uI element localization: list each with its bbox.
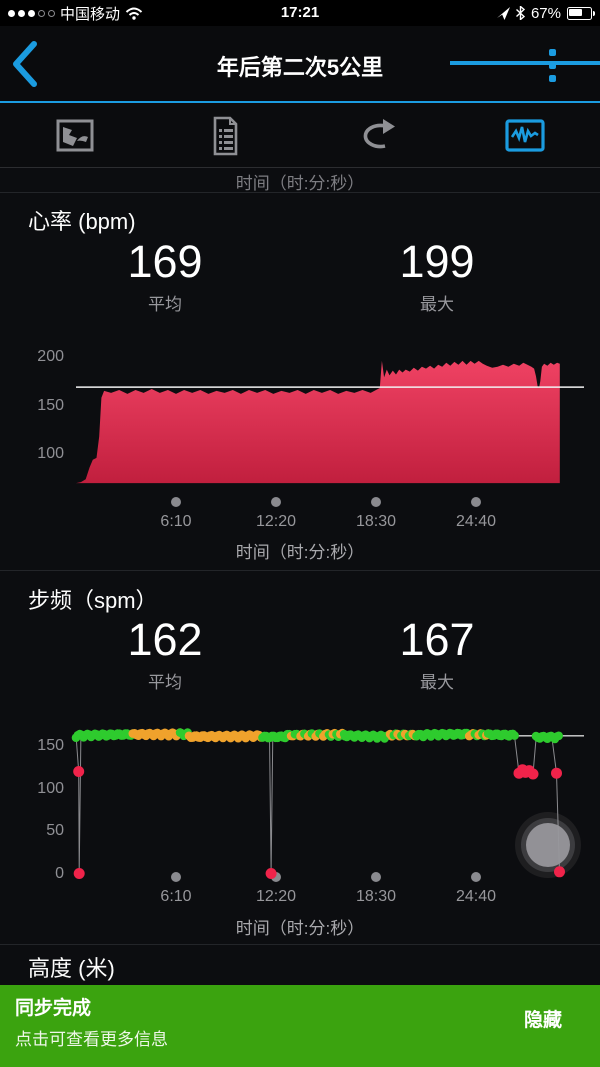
cadence-average-value: 162 [127, 614, 203, 665]
cadence-average-stat: 162 平均 [65, 616, 265, 693]
clock: 17:21 [280, 4, 320, 21]
bluetooth-icon [515, 6, 525, 20]
x-tick-label: 18:30 [355, 513, 397, 530]
y-tick-label: 150 [37, 737, 64, 754]
heart-rate-max-value: 199 [399, 236, 475, 287]
cadence-max-label: 最大 [420, 673, 454, 692]
y-tick-label: 100 [37, 445, 64, 462]
x-tick-dot [471, 872, 481, 882]
y-tick-label: 0 [55, 865, 64, 882]
x-tick-label: 12:20 [255, 888, 297, 905]
location-arrow-icon [496, 6, 510, 20]
floating-shutter-button[interactable] [515, 812, 581, 878]
status-left: 中国移动 [8, 0, 143, 26]
x-tick-label: 18:30 [355, 888, 397, 905]
y-tick-label: 200 [37, 348, 64, 365]
cadence-axis-title: 时间（时:分:秒） [235, 919, 365, 938]
heart-rate-average-label: 平均 [148, 295, 182, 314]
wifi-icon [125, 7, 143, 20]
heart-rate-chart[interactable] [0, 330, 600, 510]
cadence-average-label: 平均 [148, 673, 182, 692]
tab-snapshot[interactable] [0, 103, 150, 168]
cadence-chart[interactable] [0, 700, 600, 885]
status-bar: 中国移动 17:21 67% [0, 0, 600, 26]
cadence-max-value: 167 [399, 614, 475, 665]
heart-rate-average-value: 169 [127, 236, 203, 287]
x-tick-dot [271, 872, 281, 882]
tab-bar [0, 103, 600, 168]
x-tick-label: 24:40 [455, 888, 497, 905]
back-button[interactable] [10, 40, 40, 88]
scrolled-axis-remnant: 时间（时:分:秒） [235, 174, 365, 191]
laps-loop-icon [363, 118, 395, 148]
elevation-section-title: 高度 (米) [28, 956, 115, 981]
x-tick-dot [271, 497, 281, 507]
shutter-center [526, 823, 570, 867]
tab-charts[interactable] [450, 103, 600, 168]
tab-details[interactable] [150, 103, 300, 168]
sync-toast-subtitle: 点击可查看更多信息 [15, 1030, 168, 1049]
y-tick-label: 150 [37, 397, 64, 414]
sync-toast-title: 同步完成 [15, 998, 92, 1019]
battery-icon [567, 6, 595, 20]
cadence-max-stat: 167 最大 [337, 616, 537, 693]
carrier-label: 中国移动 [60, 5, 121, 23]
tab-laps[interactable] [300, 103, 450, 168]
page-title: 年后第二次5公里 [216, 55, 384, 80]
x-tick-label: 24:40 [455, 513, 497, 530]
x-tick-label: 6:10 [160, 888, 192, 905]
hide-toast-button[interactable]: 隐藏 [524, 1010, 563, 1031]
section-divider [0, 944, 600, 945]
heart-rate-max-label: 最大 [420, 295, 454, 314]
cell-signal-icon [8, 9, 55, 17]
heart-rate-max-stat: 199 最大 [337, 238, 537, 315]
tab-bar-border [0, 167, 600, 168]
snapshot-map-icon [56, 119, 94, 151]
heart-rate-average-stat: 169 平均 [65, 238, 265, 315]
x-tick-label: 6:10 [160, 513, 192, 530]
x-tick-dot [371, 872, 381, 882]
heart-rate-section-title: 心率 (bpm) [28, 209, 136, 234]
section-divider [0, 570, 600, 571]
x-tick-dot [171, 872, 181, 882]
x-tick-dot [371, 497, 381, 507]
cadence-section-title: 步频（spm） [28, 588, 158, 613]
status-right: 67% [496, 0, 595, 26]
battery-percent: 67% [530, 4, 561, 22]
section-divider [0, 192, 600, 193]
x-tick-label: 12:20 [255, 513, 297, 530]
x-tick-dot [171, 497, 181, 507]
sync-toast[interactable]: 同步完成 点击可查看更多信息 隐藏 值 什么值得买 SMZDM.COM [0, 985, 600, 1067]
y-tick-label: 50 [46, 822, 64, 839]
active-tab-indicator [450, 61, 600, 65]
heart-rate-axis-title: 时间（时:分:秒） [235, 543, 365, 562]
overflow-menu-button[interactable] [547, 47, 558, 84]
x-tick-dot [471, 497, 481, 507]
document-list-icon [213, 116, 238, 155]
charts-pulse-icon [505, 118, 545, 152]
y-tick-label: 100 [37, 780, 64, 797]
nav-accent-divider [0, 101, 600, 103]
